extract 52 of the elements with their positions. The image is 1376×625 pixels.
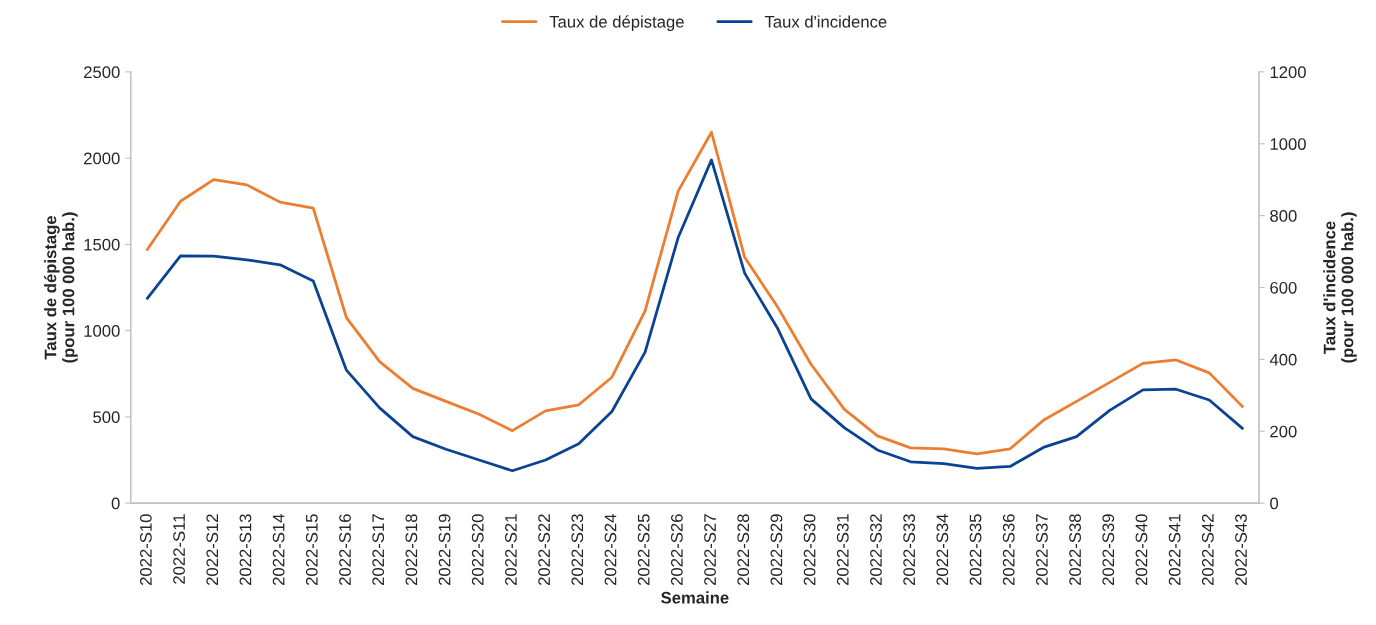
y2-tick-label: 1200 bbox=[1270, 66, 1306, 79]
x-tick-label: 2022-S10 bbox=[139, 514, 152, 585]
x-tick-label: 2022-S25 bbox=[637, 514, 650, 585]
x-tick-label: 2022-S36 bbox=[1002, 514, 1015, 585]
x-tick-label: 2022-S42 bbox=[1201, 514, 1214, 585]
y-tick-label: 2000 bbox=[84, 152, 120, 165]
y2-tick-label: 400 bbox=[1269, 353, 1297, 366]
y-tick-label: 2500 bbox=[84, 66, 120, 79]
x-tick-label: 2022-S41 bbox=[1168, 514, 1181, 585]
x-tick-label: 2022-S37 bbox=[1036, 514, 1048, 585]
legend-label: Taux d'incidence bbox=[764, 15, 887, 28]
y2-tick-label: 200 bbox=[1270, 425, 1297, 438]
x-tick-label: 2022-S39 bbox=[1102, 514, 1115, 585]
y-tick-label: 1500 bbox=[84, 238, 120, 251]
y2-tick-label: 600 bbox=[1270, 281, 1297, 294]
x-tick-label: 2022-S27 bbox=[704, 514, 716, 585]
x-tick-label: 2022-S40 bbox=[1135, 514, 1148, 585]
x-tick-label: 2022-S16 bbox=[339, 514, 351, 585]
x-tick-label: 2022-S29 bbox=[770, 514, 783, 585]
x-tick-label: 2022-S26 bbox=[670, 514, 683, 585]
y-axis-title: Taux de dépistage (pour 100 000 hab.) bbox=[43, 212, 78, 363]
y2-tick-label: 1000 bbox=[1270, 138, 1306, 150]
y2-axis-title: Taux d'incidence (pour 100 000 hab.) bbox=[1323, 212, 1357, 363]
x-tick-label: 2022-S34 bbox=[936, 514, 949, 585]
x-tick-label: 2022-S21 bbox=[505, 514, 517, 585]
x-tick-label: 2022-S28 bbox=[737, 514, 750, 585]
x-tick-label: 2022-S23 bbox=[571, 514, 584, 585]
x-tick-label: 2022-S35 bbox=[969, 514, 982, 585]
x-tick-label: 2022-S20 bbox=[471, 514, 484, 585]
x-axis-title: Semaine bbox=[661, 591, 729, 604]
x-tick-label: 2022-S43 bbox=[1235, 514, 1247, 585]
x-tick-label: 2022-S14 bbox=[272, 514, 285, 585]
x-tick-label: 2022-S38 bbox=[1069, 514, 1081, 585]
x-tick-label: 2022-S17 bbox=[372, 514, 385, 585]
x-tick-label: 2022-S24 bbox=[604, 514, 617, 585]
y-tick-label: 0 bbox=[111, 497, 120, 510]
legend-label: Taux de dépistage bbox=[549, 15, 684, 31]
x-tick-label: 2022-S11 bbox=[173, 514, 185, 584]
x-tick-label: 2022-S18 bbox=[405, 514, 418, 585]
x-tick-label: 2022-S32 bbox=[870, 514, 882, 585]
y-tick-label: 500 bbox=[93, 411, 120, 424]
x-tick-label: 2022-S30 bbox=[803, 514, 816, 585]
x-tick-label: 2022-S31 bbox=[836, 514, 849, 585]
x-tick-label: 2022-S22 bbox=[538, 514, 551, 585]
x-tick-label: 2022-S19 bbox=[438, 514, 451, 585]
y2-tick-label: 800 bbox=[1270, 210, 1297, 222]
x-tick-label: 2022-S15 bbox=[305, 514, 318, 585]
y2-tick-label: 0 bbox=[1270, 497, 1279, 510]
y-tick-label: 1000 bbox=[84, 325, 120, 337]
x-tick-label: 2022-S33 bbox=[903, 514, 916, 585]
x-tick-label: 2022-S13 bbox=[239, 514, 252, 585]
x-tick-label: 2022-S12 bbox=[206, 514, 219, 585]
